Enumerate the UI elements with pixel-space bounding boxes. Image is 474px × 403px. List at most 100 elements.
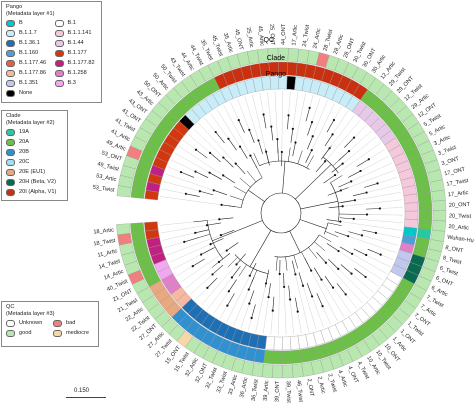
legend-item-label: B.1 (67, 19, 76, 26)
legend-pango-item: None (6, 90, 49, 98)
legend-swatch (54, 20, 64, 28)
ring-cell-clade (287, 61, 298, 77)
terminal-branch (328, 205, 343, 209)
leaf-guide (297, 311, 302, 334)
internal-branch (297, 150, 303, 164)
leaf-label: 2_ONT (306, 378, 315, 397)
legend-swatch (54, 60, 64, 68)
legend-item-label: B.1.177 (67, 49, 87, 56)
leaf-guide (348, 235, 397, 253)
legend-pango-subtitle: (Metadata layer #1) (6, 10, 55, 17)
ring-label-pango: Pango (266, 71, 286, 78)
terminal-branch (226, 242, 239, 251)
ring-label-qc: QC (264, 37, 275, 44)
terminal-branch (283, 272, 285, 287)
legend-swatch (6, 20, 15, 28)
ring-cell-qc (272, 364, 283, 379)
leaf-guide (270, 310, 273, 335)
legend-item-label: bad (66, 319, 76, 326)
legend-item-label: 20C (19, 158, 30, 165)
terminal-branch (362, 229, 377, 234)
leaf-guide (353, 218, 403, 224)
terminal-branch (223, 157, 234, 168)
leaf-node (301, 284, 305, 287)
leaf-node (205, 224, 209, 227)
leaf-label: 53_Artic (96, 173, 118, 183)
legend-swatch (53, 330, 62, 338)
legend-swatch (53, 320, 62, 328)
leaf-guide (295, 93, 306, 143)
terminal-branch (270, 126, 274, 141)
terminal-branch (326, 119, 335, 133)
leaf-guide (200, 264, 237, 306)
leaf-guide (278, 273, 280, 335)
leaf-node (350, 180, 353, 183)
leaf-label: 4_ONT (346, 365, 359, 384)
legend-swatch (54, 30, 64, 38)
leaf-node (227, 290, 230, 293)
leaf-node (320, 278, 323, 281)
internal-branch (332, 156, 344, 167)
internal-branch (293, 255, 299, 269)
leaf-node (249, 154, 252, 157)
leaf-node (238, 145, 242, 148)
ring-cell-pango (404, 210, 419, 220)
ring-cell-qc (431, 220, 446, 232)
legend-clade-item: 20C (6, 158, 63, 167)
legend-pango-item: B.3 (54, 80, 98, 88)
leaf-node (365, 213, 369, 216)
terminal-branch (184, 237, 198, 243)
legend-item-label: B.1.160 (19, 49, 39, 56)
terminal-branch (365, 208, 380, 210)
leaf-node (191, 265, 194, 268)
leaf-guide (262, 297, 269, 334)
legend-swatch (6, 139, 15, 147)
internal-branch (308, 247, 318, 259)
terminal-branch (326, 219, 341, 222)
metadata-rings (116, 47, 447, 379)
internal-branch (335, 187, 349, 193)
leaf-node (214, 130, 217, 134)
legend-item-label: B.1.177.86 (19, 69, 47, 76)
ring-cell-qc (116, 223, 131, 236)
leaf-guide (192, 128, 224, 158)
internal-branch (246, 170, 257, 183)
legend-swatch (6, 159, 15, 167)
terminal-branch (292, 142, 296, 157)
leaf-node (222, 174, 225, 177)
leaf-label: 28_Twist (323, 29, 335, 52)
leaf-node (211, 273, 214, 276)
leaf-guide (312, 100, 328, 137)
legend-item-label: B.1.177.46 (19, 59, 47, 66)
terminal-branch (251, 304, 256, 319)
leaf-node (283, 285, 286, 289)
terminal-branch (339, 217, 354, 220)
legend-clade-item: 20H (Beta, V2) (6, 179, 63, 187)
leaf-guide (334, 142, 381, 176)
terminal-branch (258, 140, 263, 154)
legend-pango-item: B.1.177 (54, 49, 98, 58)
terminal-branch (367, 248, 381, 255)
internal-branch (285, 256, 288, 271)
internal-branch (193, 220, 208, 223)
terminal-branch (305, 149, 313, 163)
leaf-label: 35_Artic (222, 32, 234, 54)
leaf-label: 20_Twist (449, 213, 472, 219)
terminal-branch (324, 275, 334, 288)
internal-branch (330, 175, 343, 183)
legend-item-label: B.1.351 (19, 79, 39, 86)
legend-pango-item: B.1.177.86 (6, 69, 49, 78)
leaf-guide (172, 254, 202, 270)
leaf-node (248, 302, 251, 305)
leaf-guide (377, 177, 398, 184)
leaf-guide (163, 181, 200, 192)
leaf-label: 45_Artic (256, 25, 264, 46)
ring-cell-pango (144, 221, 159, 232)
terminal-branch (316, 293, 323, 307)
legend-swatch (6, 80, 15, 88)
terminal-branch (353, 248, 367, 256)
leaf-guide (160, 225, 208, 234)
terminal-branch (331, 163, 343, 173)
internal-branch (301, 251, 309, 265)
leaf-guide (283, 286, 287, 335)
